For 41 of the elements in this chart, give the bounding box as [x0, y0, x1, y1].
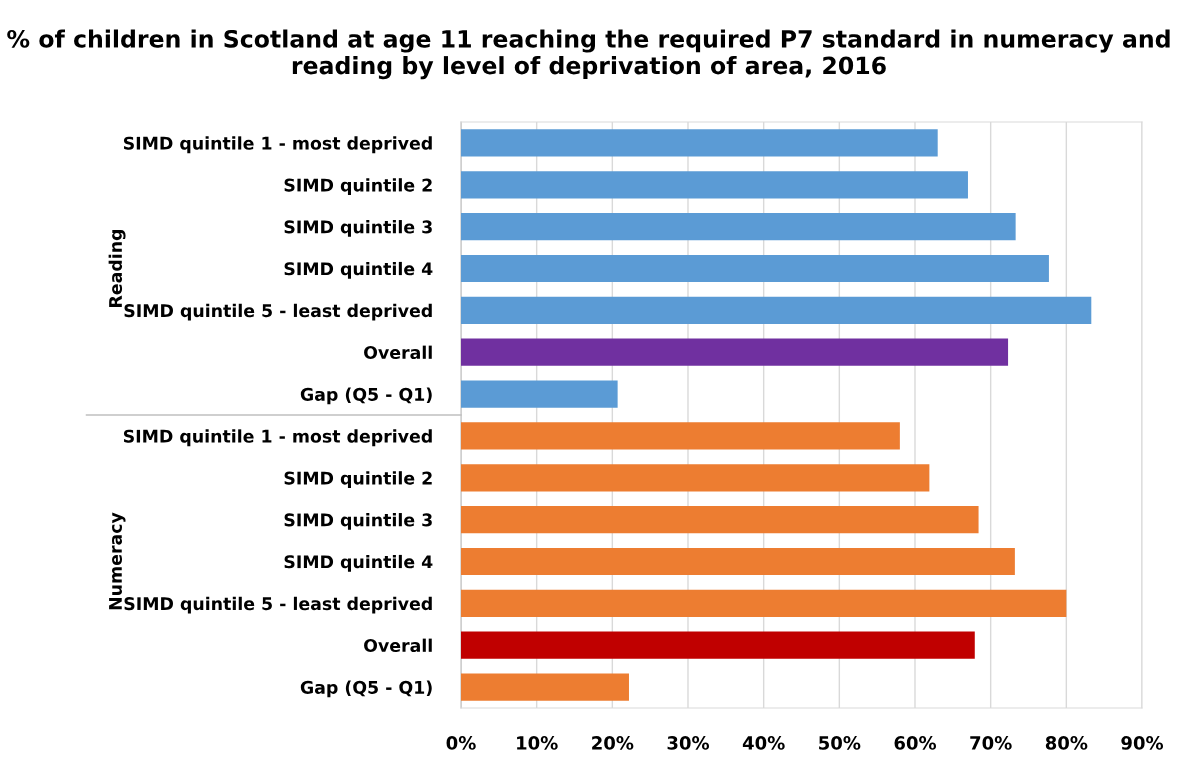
y-tick-label: Overall	[364, 638, 432, 653]
y-tick-label: SIMD quintile 1 - most deprived	[123, 136, 432, 154]
y-tick-label: SIMD quintile 2	[284, 471, 432, 488]
x-tick-label: 50%	[819, 736, 861, 750]
bar	[461, 213, 1016, 241]
y-tick-label: SIMD quintile 1 - most deprived	[123, 429, 432, 447]
y-tick-label: SIMD quintile 4	[284, 554, 433, 572]
text: Numeracy	[109, 512, 126, 610]
y-tick-label: SIMD quintile 5 - least deprived	[124, 303, 432, 321]
y-tick-label: SIMD quintile 4	[284, 261, 433, 279]
bar	[461, 547, 1015, 576]
x-tick-label: 0%	[446, 736, 476, 750]
bar	[461, 338, 1009, 366]
y-tick-label: SIMD quintile 3	[284, 220, 432, 237]
text: Reading	[108, 229, 126, 307]
x-tick-label: 70%	[970, 736, 1012, 750]
bar	[461, 129, 938, 157]
bar	[461, 171, 968, 199]
bar	[461, 464, 930, 492]
y-tick-label: Overall	[364, 345, 432, 360]
x-tick-label: 20%	[592, 736, 634, 750]
y-tick-label: SIMD quintile 3	[284, 513, 432, 530]
x-tick-label: 80%	[1045, 736, 1088, 750]
chart-title: % of children in Scotland at age 11 reaching the required P7 standard in numeracy and reading by level of deprivation of area, 2016	[7, 29, 1170, 80]
x-tick-label: 40%	[742, 736, 785, 750]
y-tick-label: SIMD quintile 2	[284, 178, 432, 195]
y-tick-label: Gap (Q5 - Q1)	[300, 680, 432, 698]
bar	[461, 506, 979, 534]
y-tick-label: SIMD quintile 5 - least deprived	[124, 596, 432, 614]
bar	[461, 589, 1067, 617]
x-tick-label: 90%	[1121, 736, 1164, 750]
y-tick-label: Gap (Q5 - Q1)	[300, 387, 432, 405]
bar	[461, 296, 1092, 324]
bar	[461, 254, 1049, 283]
x-tick-label: 30%	[667, 736, 710, 750]
x-tick-label: 10%	[517, 736, 558, 750]
bar	[461, 631, 975, 659]
bar	[461, 380, 618, 408]
x-tick-label: 60%	[894, 736, 937, 750]
bar	[461, 673, 629, 701]
bar	[461, 422, 900, 450]
